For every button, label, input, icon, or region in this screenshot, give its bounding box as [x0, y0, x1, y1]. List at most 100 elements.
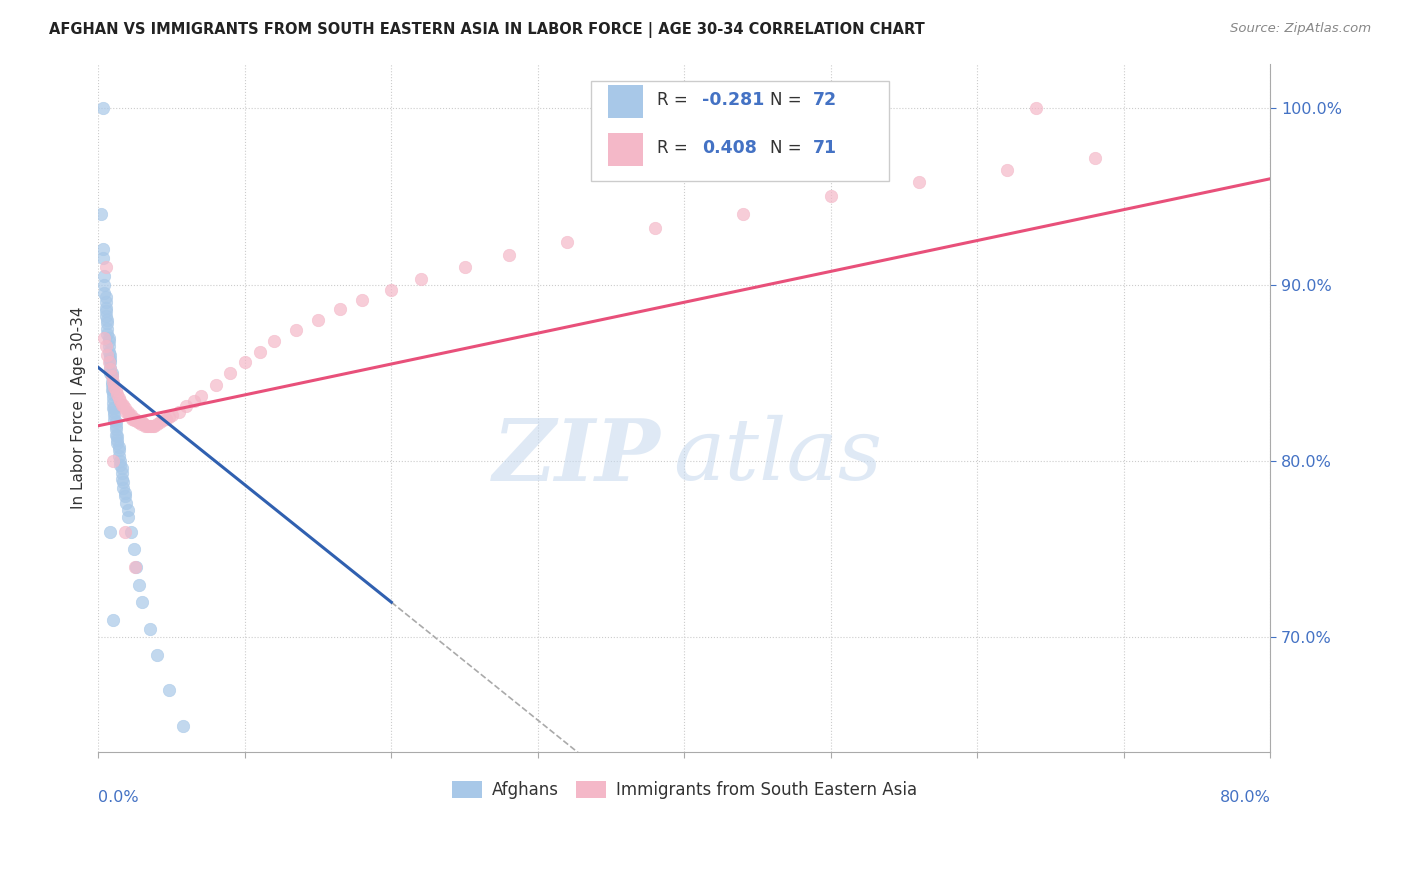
Point — [104, 418, 127, 433]
Point — [820, 189, 842, 203]
Point — [104, 384, 127, 398]
Point — [138, 418, 160, 433]
Point — [172, 719, 194, 733]
Point — [96, 322, 118, 336]
Point — [380, 283, 402, 297]
Point — [112, 481, 135, 495]
Point — [139, 418, 162, 433]
Text: 0.0%: 0.0% — [98, 790, 139, 805]
Point — [98, 524, 121, 539]
Point — [120, 409, 142, 424]
Point — [146, 417, 169, 431]
Text: N =: N = — [770, 139, 807, 157]
Point — [101, 454, 124, 468]
Bar — [609, 133, 644, 166]
Point — [167, 404, 190, 418]
Point — [138, 622, 160, 636]
Point — [112, 398, 135, 412]
Point — [157, 683, 180, 698]
Point — [97, 344, 120, 359]
Point — [157, 409, 180, 424]
Point — [97, 330, 120, 344]
Point — [190, 389, 212, 403]
Text: AFGHAN VS IMMIGRANTS FROM SOUTH EASTERN ASIA IN LABOR FORCE | AGE 30-34 CORRELAT: AFGHAN VS IMMIGRANTS FROM SOUTH EASTERN … — [49, 22, 925, 38]
Point — [94, 310, 117, 324]
Point — [183, 394, 205, 409]
Point — [174, 400, 197, 414]
Text: atlas: atlas — [672, 415, 882, 498]
Point — [94, 295, 117, 310]
Point — [644, 221, 666, 235]
Point — [91, 101, 114, 115]
Point — [96, 313, 118, 327]
Point — [103, 413, 125, 427]
Point — [329, 302, 352, 317]
Point — [1083, 151, 1105, 165]
Point — [96, 348, 118, 362]
FancyBboxPatch shape — [591, 81, 890, 181]
Point — [94, 260, 117, 274]
Point — [93, 286, 115, 301]
Point — [114, 524, 136, 539]
Point — [98, 351, 121, 366]
Point — [115, 404, 138, 418]
Text: R =: R = — [658, 91, 693, 109]
Point — [498, 247, 520, 261]
Point — [98, 360, 121, 375]
Point — [122, 542, 145, 557]
Point — [101, 396, 124, 410]
Point — [453, 260, 475, 274]
Point — [94, 290, 117, 304]
Point — [103, 401, 125, 416]
Point — [97, 339, 120, 353]
Point — [307, 313, 329, 327]
Point — [98, 348, 121, 362]
Text: 72: 72 — [813, 91, 838, 109]
Point — [120, 408, 142, 422]
Point — [110, 458, 132, 472]
Point — [101, 401, 124, 416]
Point — [93, 277, 115, 292]
Point — [110, 454, 132, 468]
Point — [96, 317, 118, 331]
Point — [101, 613, 124, 627]
Point — [204, 378, 226, 392]
Point — [93, 268, 115, 283]
Point — [114, 401, 136, 416]
Point — [127, 415, 149, 429]
Point — [114, 489, 136, 503]
Point — [134, 418, 156, 433]
Point — [124, 560, 146, 574]
Point — [907, 175, 929, 189]
Point — [160, 408, 183, 422]
Point — [131, 415, 153, 429]
Point — [108, 443, 131, 458]
Point — [129, 417, 152, 431]
Point — [101, 384, 124, 398]
Point — [125, 560, 148, 574]
Point — [100, 384, 122, 398]
Point — [121, 411, 143, 425]
Point — [100, 369, 122, 384]
Point — [155, 411, 177, 425]
Point — [117, 404, 139, 418]
Point — [731, 207, 754, 221]
Point — [98, 366, 121, 380]
Point — [115, 496, 138, 510]
Point — [110, 394, 132, 409]
Point — [98, 362, 121, 376]
Point — [122, 413, 145, 427]
Point — [117, 510, 139, 524]
Point — [105, 387, 128, 401]
Point — [132, 417, 155, 431]
Point — [249, 344, 271, 359]
Point — [111, 467, 134, 481]
Point — [103, 408, 125, 422]
Point — [101, 391, 124, 405]
Point — [1025, 101, 1047, 115]
Point — [120, 524, 142, 539]
Point — [131, 595, 153, 609]
Point — [97, 355, 120, 369]
Point — [94, 301, 117, 315]
Point — [105, 429, 128, 443]
